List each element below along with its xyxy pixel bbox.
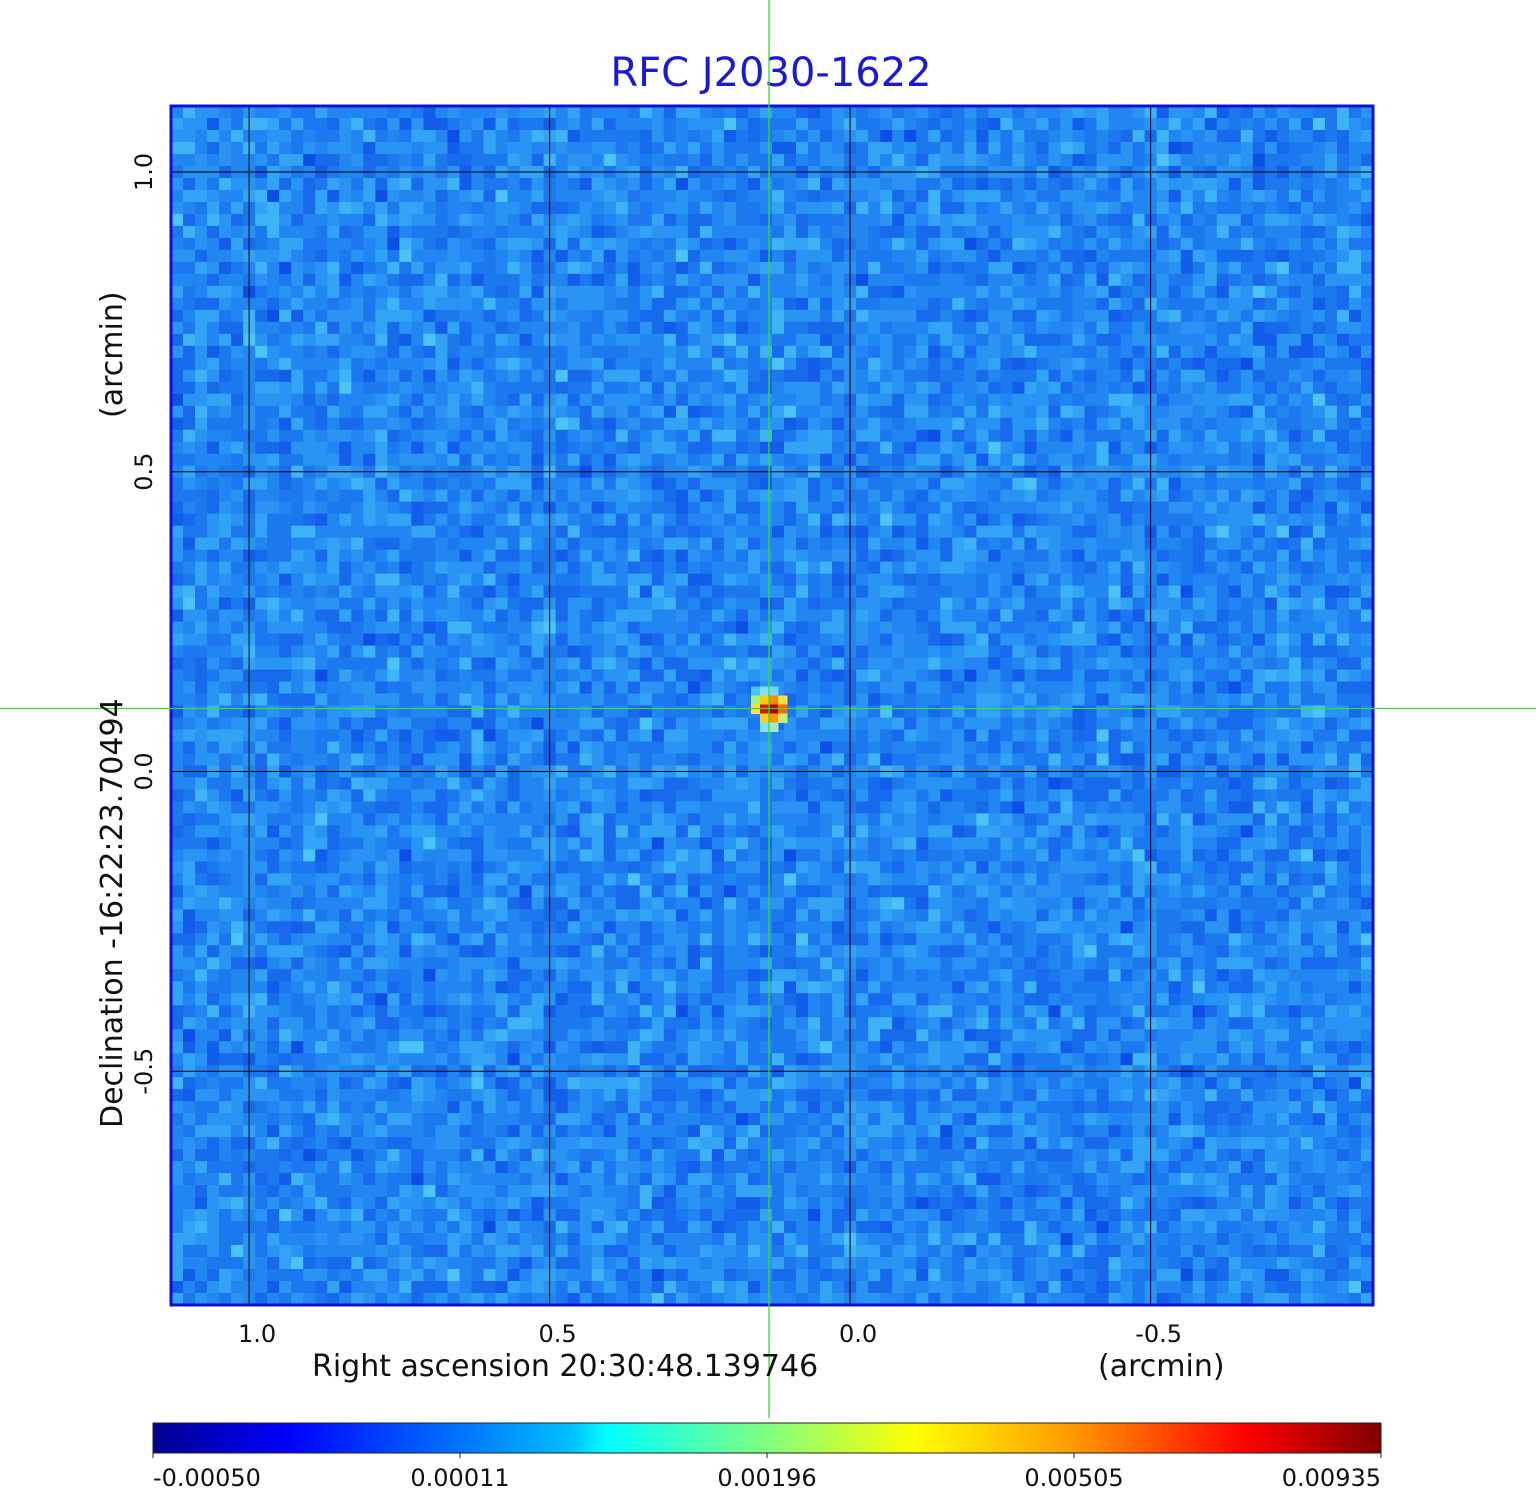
source-pixel	[750, 686, 761, 696]
source-pixel	[768, 704, 779, 714]
coordinate-grid	[171, 106, 1373, 1305]
source-pixel	[768, 686, 779, 696]
colorbar-tick-label: -0.00050	[153, 1464, 261, 1492]
x-tick-label: 0.0	[839, 1320, 877, 1348]
radio-source	[750, 686, 788, 732]
plot-title: RFC J2030-1622	[610, 50, 931, 96]
x-tick-label: 1.0	[238, 1320, 276, 1348]
colorbar-tick-label: 0.00011	[410, 1464, 509, 1492]
x-axis-label: Right ascension 20:30:48.139746	[312, 1349, 818, 1384]
plot-frame	[169, 104, 1375, 1307]
source-pixel	[759, 704, 770, 714]
y-tick-label: 0.0	[130, 752, 158, 790]
source-pixel	[768, 722, 779, 732]
y-axis-label: Declination -16:22:23.70494	[95, 698, 130, 1128]
y-axis-unit: (arcmin)	[95, 291, 130, 418]
y-tick-label: 1.0	[130, 153, 158, 191]
source-pixel	[759, 686, 770, 696]
source-pixel	[759, 695, 770, 705]
source-pixel	[750, 704, 761, 714]
source-pixel	[750, 695, 761, 705]
colorbar-tick-label: 0.00505	[1024, 1464, 1123, 1492]
source-pixel	[777, 713, 788, 723]
x-axis-unit: (arcmin)	[1098, 1349, 1225, 1384]
y-tick-label: 0.5	[130, 453, 158, 491]
y-tick-label: -0.5	[130, 1048, 158, 1095]
y-tick-labels: 1.0 0.5 0.0 -0.5	[130, 153, 158, 1095]
colorbar-tick-label: 0.00196	[717, 1464, 816, 1492]
source-pixel	[759, 713, 770, 723]
x-tick-label: -0.5	[1135, 1320, 1182, 1348]
x-tick-labels: 1.0 0.5 0.0 -0.5	[238, 1320, 1182, 1348]
sky-image	[171, 106, 1374, 1306]
source-pixel	[759, 722, 770, 732]
source-pixel	[768, 713, 779, 723]
source-pixel	[777, 695, 788, 705]
colorbar-tick-label: 0.00935	[1282, 1464, 1381, 1492]
source-pixel	[768, 695, 779, 705]
source-pixel	[777, 704, 788, 714]
colorbar-ticks: -0.00050 0.00011 0.00196 0.00505 0.00935	[152, 1453, 1382, 1492]
colorbar	[152, 1422, 1382, 1454]
x-tick-label: 0.5	[539, 1320, 577, 1348]
